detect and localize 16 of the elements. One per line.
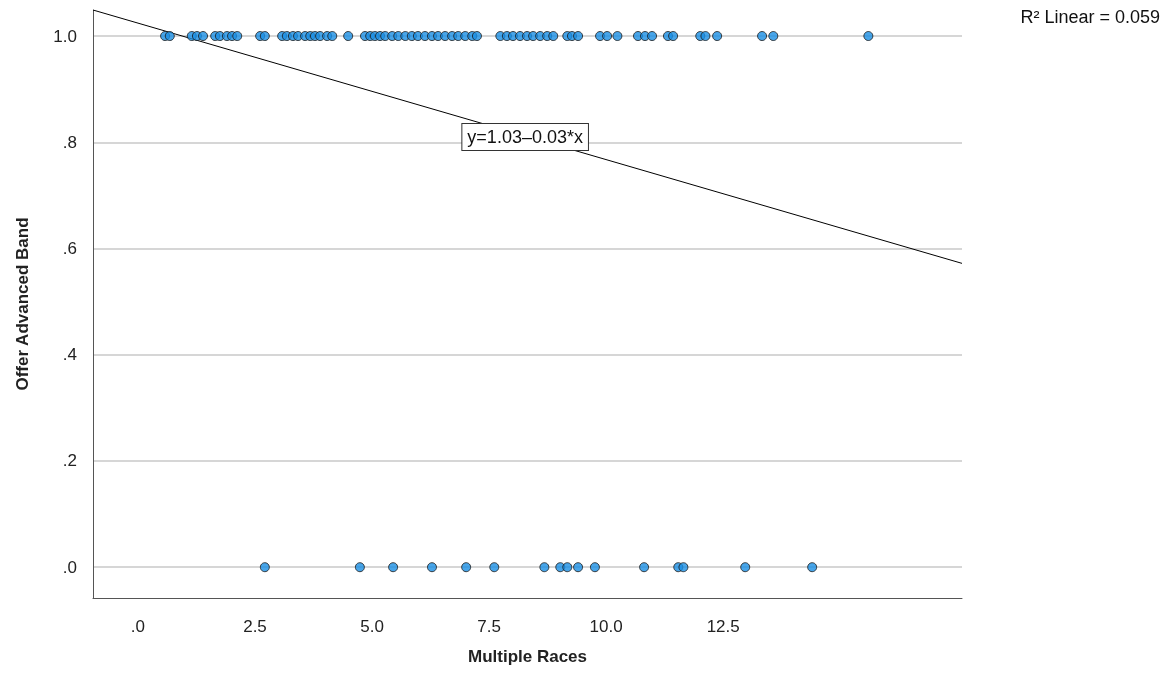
x-tick-label: 10.0 xyxy=(589,617,623,636)
x-tick-label: 2.5 xyxy=(243,617,267,636)
y-axis-title: Offer Advanced Band xyxy=(13,217,32,391)
x-tick-label: 5.0 xyxy=(360,617,384,636)
x-tick-label: 7.5 xyxy=(477,617,501,636)
x-axis-title: Multiple Races xyxy=(467,647,588,666)
x-tick-label: .0 xyxy=(130,617,146,636)
y-tick-label: .2 xyxy=(62,451,77,471)
y-tick-label: 1.0 xyxy=(53,26,77,46)
annotation: y=1.03–0.03*x xyxy=(467,126,583,147)
y-tick-label: .0 xyxy=(62,557,77,577)
text: R² Linear = 0.059 xyxy=(1020,7,1161,27)
y-tick-label: .4 xyxy=(62,345,77,365)
y-tick-label: .8 xyxy=(62,132,77,152)
y-tick-label: .6 xyxy=(62,238,77,258)
x-tick-label: 12.5 xyxy=(706,617,740,636)
